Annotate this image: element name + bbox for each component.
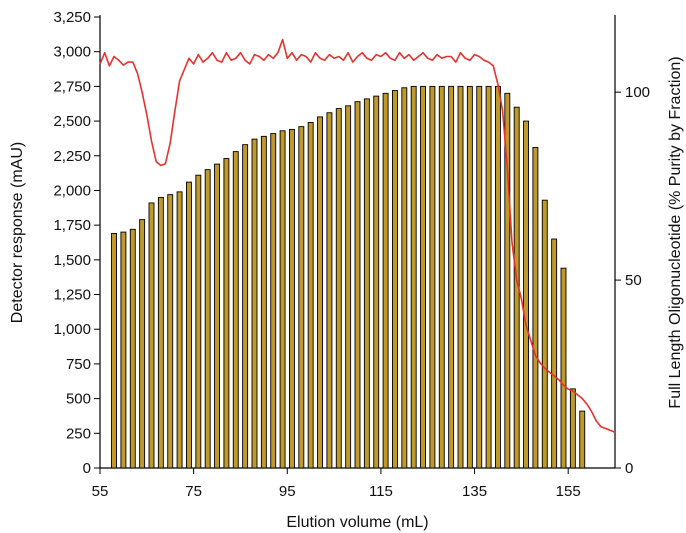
y-tick-label: 1,250 — [53, 287, 91, 304]
y-tick-label: 2,000 — [53, 182, 91, 199]
bar — [251, 138, 258, 469]
bar — [354, 101, 361, 469]
bar — [541, 199, 548, 469]
bar — [120, 231, 127, 469]
y2-axis-title: Full Length Oligonucleotide (% Purity by… — [667, 56, 684, 408]
bar — [186, 181, 192, 469]
bar — [392, 90, 398, 469]
bar — [260, 135, 267, 469]
bar — [129, 228, 136, 469]
bar — [223, 158, 230, 469]
bar-series — [111, 85, 586, 469]
bar — [335, 108, 342, 469]
bar — [560, 267, 567, 469]
bar — [326, 112, 333, 469]
bar — [317, 116, 323, 469]
purity-line-series — [99, 38, 616, 434]
bar — [279, 130, 286, 469]
bar — [495, 85, 501, 469]
bar — [504, 92, 511, 469]
bar — [270, 133, 277, 469]
y-tick-label: 2,750 — [53, 78, 91, 95]
bar — [139, 219, 146, 469]
purity-line — [99, 38, 616, 434]
bar — [551, 238, 558, 469]
y-axis-title: Detector response (mAU) — [9, 142, 26, 323]
axes — [94, 15, 621, 474]
bar — [298, 126, 305, 469]
bar — [148, 202, 155, 469]
bar — [307, 122, 314, 469]
y-tick-label: 1,500 — [53, 252, 91, 269]
y-tick-label: 3,000 — [53, 44, 91, 61]
y-tick-label: 2,500 — [53, 113, 91, 130]
bar — [532, 146, 539, 469]
x-tick-label: 155 — [556, 483, 581, 500]
bar — [401, 87, 408, 469]
y2-tick-label: 0 — [625, 460, 633, 477]
bar — [345, 105, 352, 469]
bar — [485, 85, 492, 469]
bar — [457, 85, 464, 469]
x-tick-label: 55 — [92, 483, 109, 500]
bar — [448, 85, 455, 469]
bar — [242, 144, 249, 469]
y2-tick-label: 50 — [625, 272, 642, 289]
y-tick-label: 500 — [66, 391, 91, 408]
bar — [232, 151, 239, 469]
bar — [289, 128, 295, 469]
y2-tick-label: 100 — [625, 84, 650, 101]
bar — [429, 85, 436, 469]
y-tick-label: 750 — [66, 356, 91, 373]
y-tick-label: 3,250 — [53, 9, 91, 26]
bar — [157, 196, 164, 469]
bar — [410, 85, 417, 469]
bar — [523, 120, 529, 469]
bar — [476, 85, 483, 469]
x-axis-title: Elution volume (mL) — [286, 514, 428, 531]
bar — [204, 169, 211, 469]
bar — [176, 191, 183, 469]
x-tick-label: 95 — [279, 483, 296, 500]
bar — [420, 85, 426, 469]
x-tick-label: 75 — [185, 483, 202, 500]
y-tick-label: 250 — [66, 425, 91, 442]
y-tick-label: 2,250 — [53, 148, 91, 165]
bar — [438, 85, 445, 469]
x-tick-label: 135 — [462, 483, 487, 500]
bar — [167, 194, 174, 469]
y-tick-label: 1,000 — [53, 321, 91, 338]
bar — [466, 85, 473, 469]
bar — [195, 174, 202, 469]
y-tick-label: 1,750 — [53, 217, 91, 234]
bar — [363, 98, 370, 469]
bar — [382, 92, 389, 469]
y-tick-label: 0 — [83, 460, 91, 477]
tick-labels: 02505007501,0001,2501,5001,7502,0002,250… — [53, 9, 650, 500]
bar — [569, 388, 576, 469]
bar — [579, 410, 586, 469]
x-tick-label: 115 — [369, 483, 393, 500]
bar — [373, 95, 380, 469]
bar — [111, 233, 117, 469]
bar — [214, 163, 220, 469]
